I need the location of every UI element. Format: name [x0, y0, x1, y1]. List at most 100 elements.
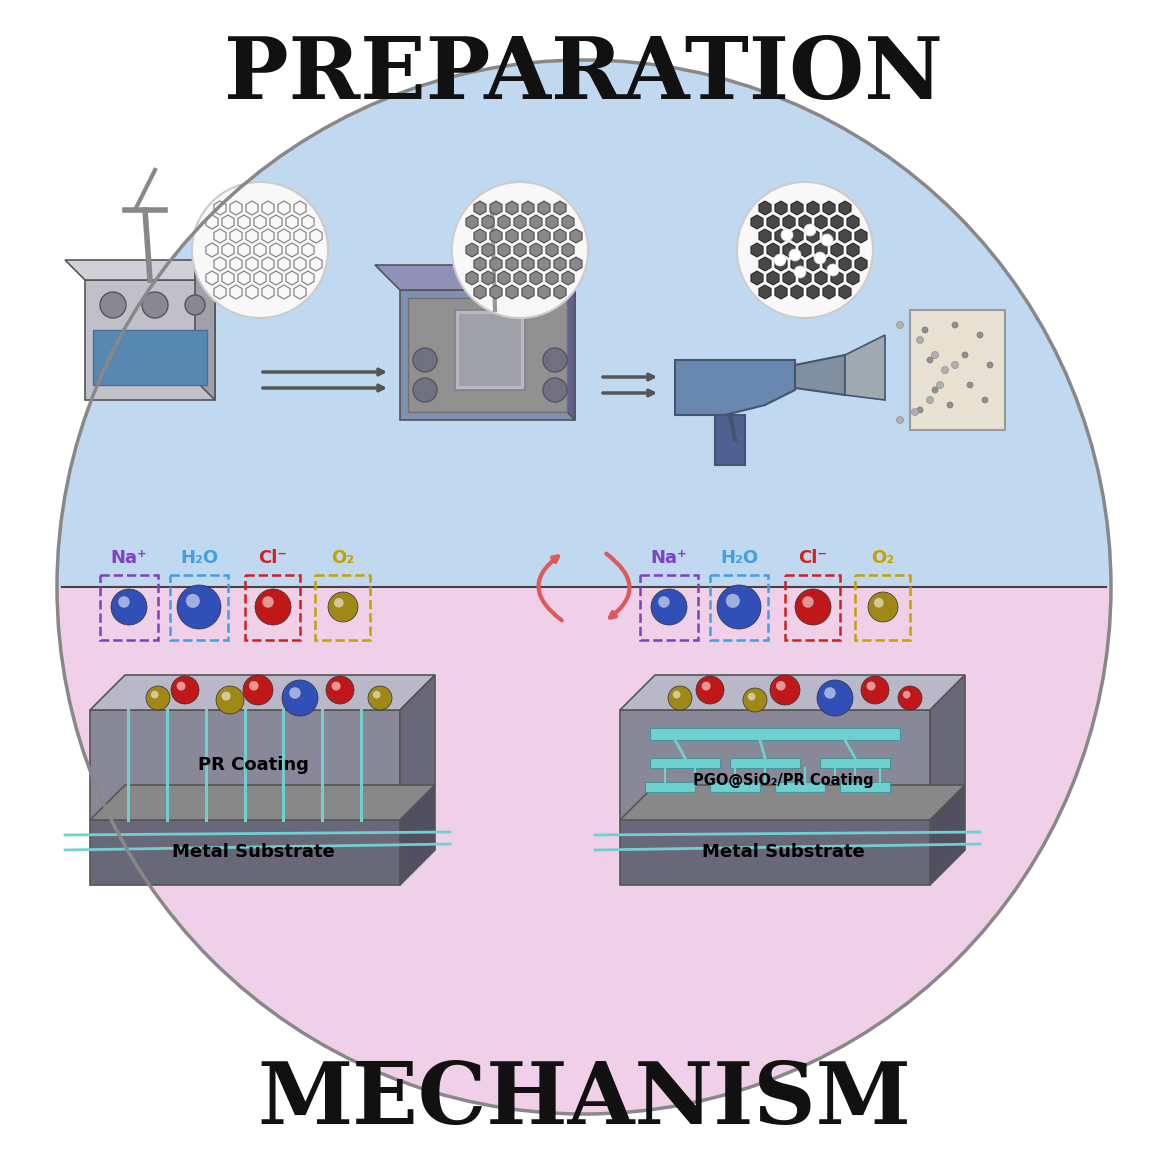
Circle shape — [748, 693, 755, 700]
Circle shape — [542, 348, 567, 372]
Polygon shape — [466, 215, 478, 229]
Polygon shape — [400, 290, 575, 419]
Text: Cl⁻: Cl⁻ — [258, 549, 288, 568]
Bar — [909, 310, 1005, 430]
Polygon shape — [823, 229, 835, 243]
Circle shape — [658, 596, 670, 607]
Bar — [94, 330, 207, 385]
Polygon shape — [831, 271, 843, 286]
Circle shape — [927, 357, 933, 363]
Circle shape — [866, 682, 876, 691]
Circle shape — [897, 322, 904, 329]
Polygon shape — [466, 243, 478, 257]
Circle shape — [177, 682, 186, 691]
Circle shape — [216, 686, 244, 714]
Polygon shape — [514, 271, 526, 286]
Text: Metal Substrate: Metal Substrate — [172, 842, 334, 861]
Polygon shape — [795, 355, 845, 395]
Circle shape — [743, 689, 767, 712]
Polygon shape — [506, 201, 518, 215]
Circle shape — [736, 182, 873, 318]
Circle shape — [781, 229, 793, 241]
Polygon shape — [473, 257, 486, 271]
Bar — [786, 575, 841, 640]
Bar — [314, 575, 371, 640]
Circle shape — [262, 596, 274, 607]
Polygon shape — [90, 710, 400, 820]
Circle shape — [794, 266, 805, 278]
Circle shape — [869, 592, 898, 622]
Bar — [855, 575, 909, 640]
Circle shape — [795, 589, 831, 625]
Circle shape — [332, 682, 340, 691]
Polygon shape — [823, 257, 835, 271]
Polygon shape — [65, 260, 215, 280]
Bar — [650, 758, 720, 768]
Circle shape — [185, 295, 205, 315]
Circle shape — [726, 593, 740, 607]
Circle shape — [255, 589, 291, 625]
Polygon shape — [783, 215, 795, 229]
Polygon shape — [530, 271, 542, 286]
Bar — [170, 575, 228, 640]
Polygon shape — [846, 271, 859, 286]
Circle shape — [192, 182, 328, 318]
Bar — [710, 575, 768, 640]
Polygon shape — [538, 229, 551, 243]
Circle shape — [368, 686, 392, 710]
Polygon shape — [775, 229, 787, 243]
Polygon shape — [506, 257, 518, 271]
Circle shape — [673, 691, 680, 698]
Polygon shape — [775, 286, 787, 298]
Circle shape — [776, 682, 786, 691]
Polygon shape — [815, 271, 826, 286]
Polygon shape — [798, 271, 811, 286]
Text: Cl⁻: Cl⁻ — [798, 549, 828, 568]
Polygon shape — [562, 215, 574, 229]
Bar — [639, 575, 698, 640]
Bar — [408, 298, 567, 412]
Polygon shape — [855, 229, 867, 243]
Circle shape — [982, 397, 988, 403]
Circle shape — [824, 687, 836, 699]
Circle shape — [222, 692, 230, 700]
Polygon shape — [473, 286, 486, 298]
Circle shape — [947, 402, 953, 408]
Polygon shape — [521, 286, 534, 298]
Polygon shape — [839, 229, 851, 243]
Circle shape — [452, 182, 588, 318]
Circle shape — [146, 686, 170, 710]
Circle shape — [770, 674, 800, 705]
Polygon shape — [472, 291, 498, 308]
Polygon shape — [530, 215, 542, 229]
Polygon shape — [562, 271, 574, 286]
Circle shape — [282, 680, 318, 716]
Circle shape — [186, 593, 200, 607]
Circle shape — [814, 251, 826, 264]
Polygon shape — [554, 286, 566, 298]
Polygon shape — [791, 201, 803, 215]
Polygon shape — [473, 201, 486, 215]
Circle shape — [413, 378, 437, 402]
Polygon shape — [839, 286, 851, 298]
Circle shape — [817, 680, 853, 716]
Text: PREPARATION: PREPARATION — [224, 33, 943, 118]
Circle shape — [177, 585, 221, 629]
Polygon shape — [506, 229, 518, 243]
Polygon shape — [750, 271, 763, 286]
Polygon shape — [846, 243, 859, 257]
Circle shape — [967, 382, 973, 388]
Polygon shape — [755, 290, 786, 310]
Bar — [245, 575, 300, 640]
Polygon shape — [750, 243, 763, 257]
Circle shape — [897, 416, 904, 423]
Polygon shape — [549, 266, 575, 419]
Polygon shape — [750, 215, 763, 229]
Polygon shape — [807, 286, 819, 298]
Polygon shape — [620, 710, 931, 820]
Polygon shape — [775, 201, 787, 215]
Circle shape — [987, 362, 992, 368]
Bar — [650, 728, 900, 740]
Polygon shape — [498, 271, 510, 286]
Polygon shape — [400, 674, 435, 820]
